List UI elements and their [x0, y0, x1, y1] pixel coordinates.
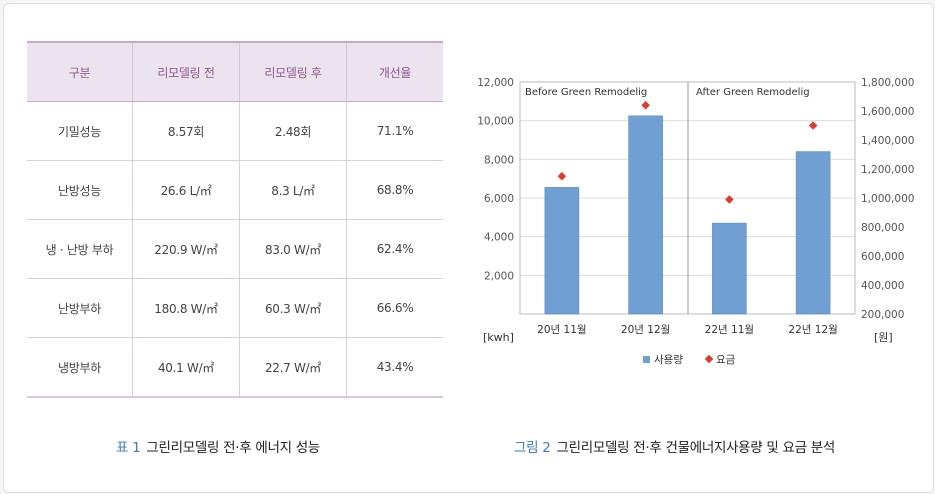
usage-bar [628, 115, 663, 315]
table-caption-text: 그린리모델링 전·후 에너지 성능 [146, 440, 320, 456]
figure-caption-text: 그린리모델링 전·후 건물에너지사용량 및 요금 분석 [556, 440, 836, 456]
x-tick-label: 22년 11월 [705, 324, 754, 336]
x-tick-label: 22년 12월 [788, 324, 837, 336]
usage-bar [795, 151, 831, 315]
row-improvement: 66.6% [346, 278, 443, 338]
legend-fee-swatch [704, 354, 714, 364]
legend-usage-label: 사용량 [654, 354, 683, 366]
row-before: 8.57회 [132, 101, 240, 161]
y2-tick-label: 1,800,000 [861, 77, 914, 89]
row-after: 8.3 L/㎡ [239, 160, 347, 220]
header-improvement: 개선율 [346, 41, 443, 102]
figure-caption-number: 그림 2 [514, 440, 551, 456]
annotation-before: Before Green Remodelig [525, 87, 647, 98]
row-after: 60.3 W/㎡ [239, 278, 347, 338]
row-before: 220.9 W/㎡ [132, 219, 240, 279]
y2-tick-label: 1,200,000 [861, 164, 914, 176]
y2-tick-label: 400,000 [861, 280, 904, 292]
y-tick-label: 2,000 [484, 270, 514, 282]
header-before: 리모델링 전 [132, 41, 240, 102]
row-before: 180.8 W/㎡ [132, 278, 240, 338]
row-improvement: 43.4% [346, 337, 443, 398]
fee-marker [725, 195, 734, 204]
energy-performance-table: 구분 리모델링 전 리모델링 후 개선율 기밀성능 8.57회 2.48회 71… [27, 41, 443, 398]
row-category: 냉 · 난방 부하 [27, 219, 133, 279]
table-row: 냉 · 난방 부하 220.9 W/㎡ 83.0 W/㎡ 62.4% [27, 219, 443, 279]
row-category: 기밀성능 [27, 101, 133, 161]
row-after: 83.0 W/㎡ [239, 219, 347, 279]
legend-fee-label: 요금 [716, 354, 736, 366]
y2-tick-label: 1,600,000 [861, 106, 914, 118]
table-caption-number: 표 1 [116, 440, 141, 456]
row-improvement: 68.8% [346, 160, 443, 220]
table-row: 기밀성능 8.57회 2.48회 71.1% [27, 101, 443, 161]
y-tick-label: 4,000 [484, 232, 514, 244]
row-before: 40.1 W/㎡ [132, 337, 240, 398]
table-caption: 표 1 그린리모델링 전·후 에너지 성능 [116, 436, 320, 456]
y2-tick-label: 600,000 [861, 251, 904, 263]
row-category: 냉방부하 [27, 337, 133, 398]
fee-marker [641, 100, 650, 110]
row-category: 난방부하 [27, 278, 133, 338]
y2-tick-label: 1,400,000 [861, 135, 914, 147]
y-tick-label: 8,000 [484, 154, 514, 166]
row-improvement: 71.1% [346, 101, 443, 161]
x-tick-label: 20년 11월 [537, 324, 586, 336]
x-tick-label: 20년 12월 [621, 324, 670, 336]
annotation-after: After Green Remodelig [696, 87, 810, 98]
fee-marker [808, 121, 818, 130]
row-improvement: 62.4% [346, 219, 443, 279]
legend: 사용량 요금 [643, 354, 736, 366]
y2-tick-label: 1,000,000 [861, 193, 914, 205]
y-axis-label: [kwh] [483, 331, 514, 344]
table-row: 냉방부하 40.1 W/㎡ 22.7 W/㎡ 43.4% [27, 337, 443, 398]
fee-marker [557, 172, 567, 181]
header-category: 구분 [27, 41, 133, 102]
row-category: 난방성능 [27, 160, 133, 220]
row-after: 22.7 W/㎡ [239, 337, 347, 398]
usage-bar [712, 222, 747, 315]
row-after: 2.48회 [239, 101, 347, 161]
usage-bar [544, 187, 580, 315]
y-tick-label: 10,000 [477, 116, 514, 128]
figure-caption: 그림 2 그린리모델링 전·후 건물에너지사용량 및 요금 분석 [514, 436, 835, 456]
y2-tick-label: 800,000 [861, 222, 904, 234]
y2-tick-label: 200,000 [861, 309, 904, 321]
table-row: 난방성능 26.6 L/㎡ 8.3 L/㎡ 68.8% [27, 160, 443, 220]
row-before: 26.6 L/㎡ [132, 160, 240, 220]
legend-bar-swatch [643, 356, 650, 363]
y-tick-label: 12,000 [477, 77, 514, 89]
y2-axis-label: [원] [874, 331, 893, 344]
header-after: 리모델링 후 [239, 41, 347, 102]
table-header-row: 구분 리모델링 전 리모델링 후 개선율 [27, 41, 443, 102]
table-row: 난방부하 180.8 W/㎡ 60.3 W/㎡ 66.6% [27, 278, 443, 338]
y-tick-label: 6,000 [484, 193, 514, 205]
